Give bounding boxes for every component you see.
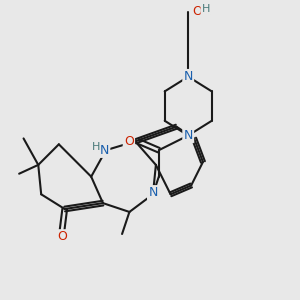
Text: N: N [148, 186, 158, 199]
Text: O: O [57, 230, 67, 243]
Text: N: N [100, 144, 109, 157]
Text: O: O [124, 135, 134, 148]
Text: H: H [202, 4, 210, 14]
Text: N: N [184, 129, 193, 142]
Text: H: H [92, 142, 100, 152]
Text: OH: OH [193, 5, 212, 19]
Text: N: N [184, 70, 193, 83]
